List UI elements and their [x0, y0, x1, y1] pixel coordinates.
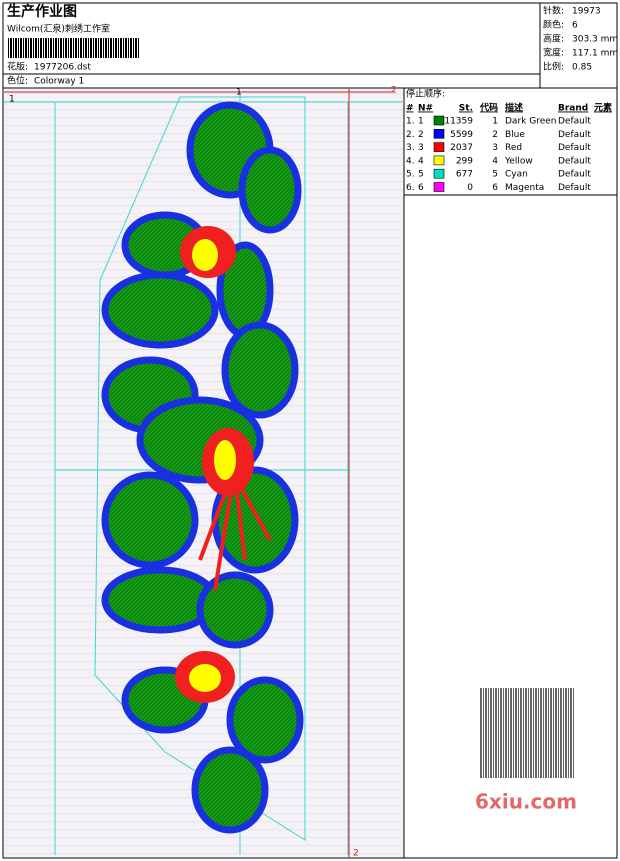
info-label: 颜色: — [543, 19, 564, 31]
cell: Default — [558, 156, 591, 166]
cell: 5 — [492, 170, 498, 180]
barcode — [8, 38, 140, 58]
color-swatch — [433, 168, 445, 179]
cell: Red — [505, 143, 522, 153]
embroidery — [101, 101, 304, 834]
info-label: 比例: — [543, 61, 564, 73]
column-header: 描述 — [505, 102, 523, 114]
cell: 11359 — [444, 117, 473, 127]
flower-centers — [175, 226, 272, 703]
design: 1977206.dst — [34, 63, 91, 73]
color-swatch — [433, 115, 445, 126]
cell: 1. — [406, 117, 415, 127]
cell: Cyan — [505, 170, 528, 180]
column-header: 代码 — [479, 102, 498, 114]
cell: Magenta — [505, 183, 544, 193]
color-swatch — [433, 182, 445, 192]
info-value: 117.1 mm — [572, 49, 618, 59]
column-header: 元素 — [594, 102, 612, 114]
watermark: 6xiu.com — [475, 790, 577, 814]
info-label: 针数: — [543, 5, 564, 17]
cell: 299 — [456, 156, 473, 166]
company: Wilcom(汇泉)刺绣工作室 — [7, 23, 110, 35]
cell: 3 — [492, 143, 498, 153]
column-header: # — [406, 104, 414, 114]
info-label: 宽度: — [543, 47, 564, 59]
cell: 2 — [492, 130, 498, 140]
cell: Default — [558, 117, 591, 127]
cell: 2 — [418, 130, 424, 140]
cell: 4 — [418, 156, 424, 166]
cell: Dark Green — [505, 117, 556, 127]
info-value: 6 — [572, 21, 578, 31]
marker: 2 — [353, 849, 359, 859]
info-value: 303.3 mm — [572, 35, 618, 45]
cell: 0 — [467, 183, 473, 193]
cell: 4. — [406, 156, 415, 166]
cell: 677 — [456, 170, 473, 180]
guides — [4, 88, 404, 858]
info-label: 高度: — [543, 33, 564, 45]
column-header: Brand — [558, 104, 588, 114]
cell: 5. — [406, 170, 415, 180]
cell: 2037 — [450, 143, 473, 153]
info-value: 19973 — [572, 7, 601, 17]
design-label: 花版: — [7, 61, 28, 73]
colorway: Colorway 1 — [34, 77, 84, 87]
cell: Default — [558, 143, 591, 153]
cell: 3. — [406, 143, 415, 153]
cell: 5599 — [450, 130, 473, 140]
cell: 2. — [406, 130, 415, 140]
cell: 6 — [492, 183, 498, 193]
cell: Default — [558, 183, 591, 193]
cell: Blue — [505, 130, 525, 140]
color-swatch — [433, 142, 445, 152]
color-swatch — [433, 155, 445, 166]
cell: 6. — [406, 183, 415, 193]
cell: Default — [558, 170, 591, 180]
info-value: 0.85 — [572, 63, 592, 73]
column-header: St. — [459, 104, 473, 114]
cell: Yellow — [504, 156, 533, 166]
cell: Default — [558, 130, 591, 140]
cell: 4 — [492, 156, 498, 166]
colorway-label: 色位: — [7, 75, 28, 87]
cell: 5 — [418, 170, 424, 180]
cell: 3 — [418, 143, 424, 153]
marker: 2 — [391, 86, 397, 96]
stop-title: 停止顺序: — [406, 88, 445, 100]
qr-code — [480, 688, 575, 778]
marker: 1 — [9, 95, 15, 105]
title: 生产作业图 — [7, 3, 77, 20]
marker: 1 — [236, 88, 242, 98]
color-swatch — [433, 129, 445, 139]
column-header: N# — [418, 104, 433, 114]
cell: 6 — [418, 183, 424, 193]
cell: 1 — [492, 117, 498, 127]
cell: 1 — [418, 117, 424, 127]
